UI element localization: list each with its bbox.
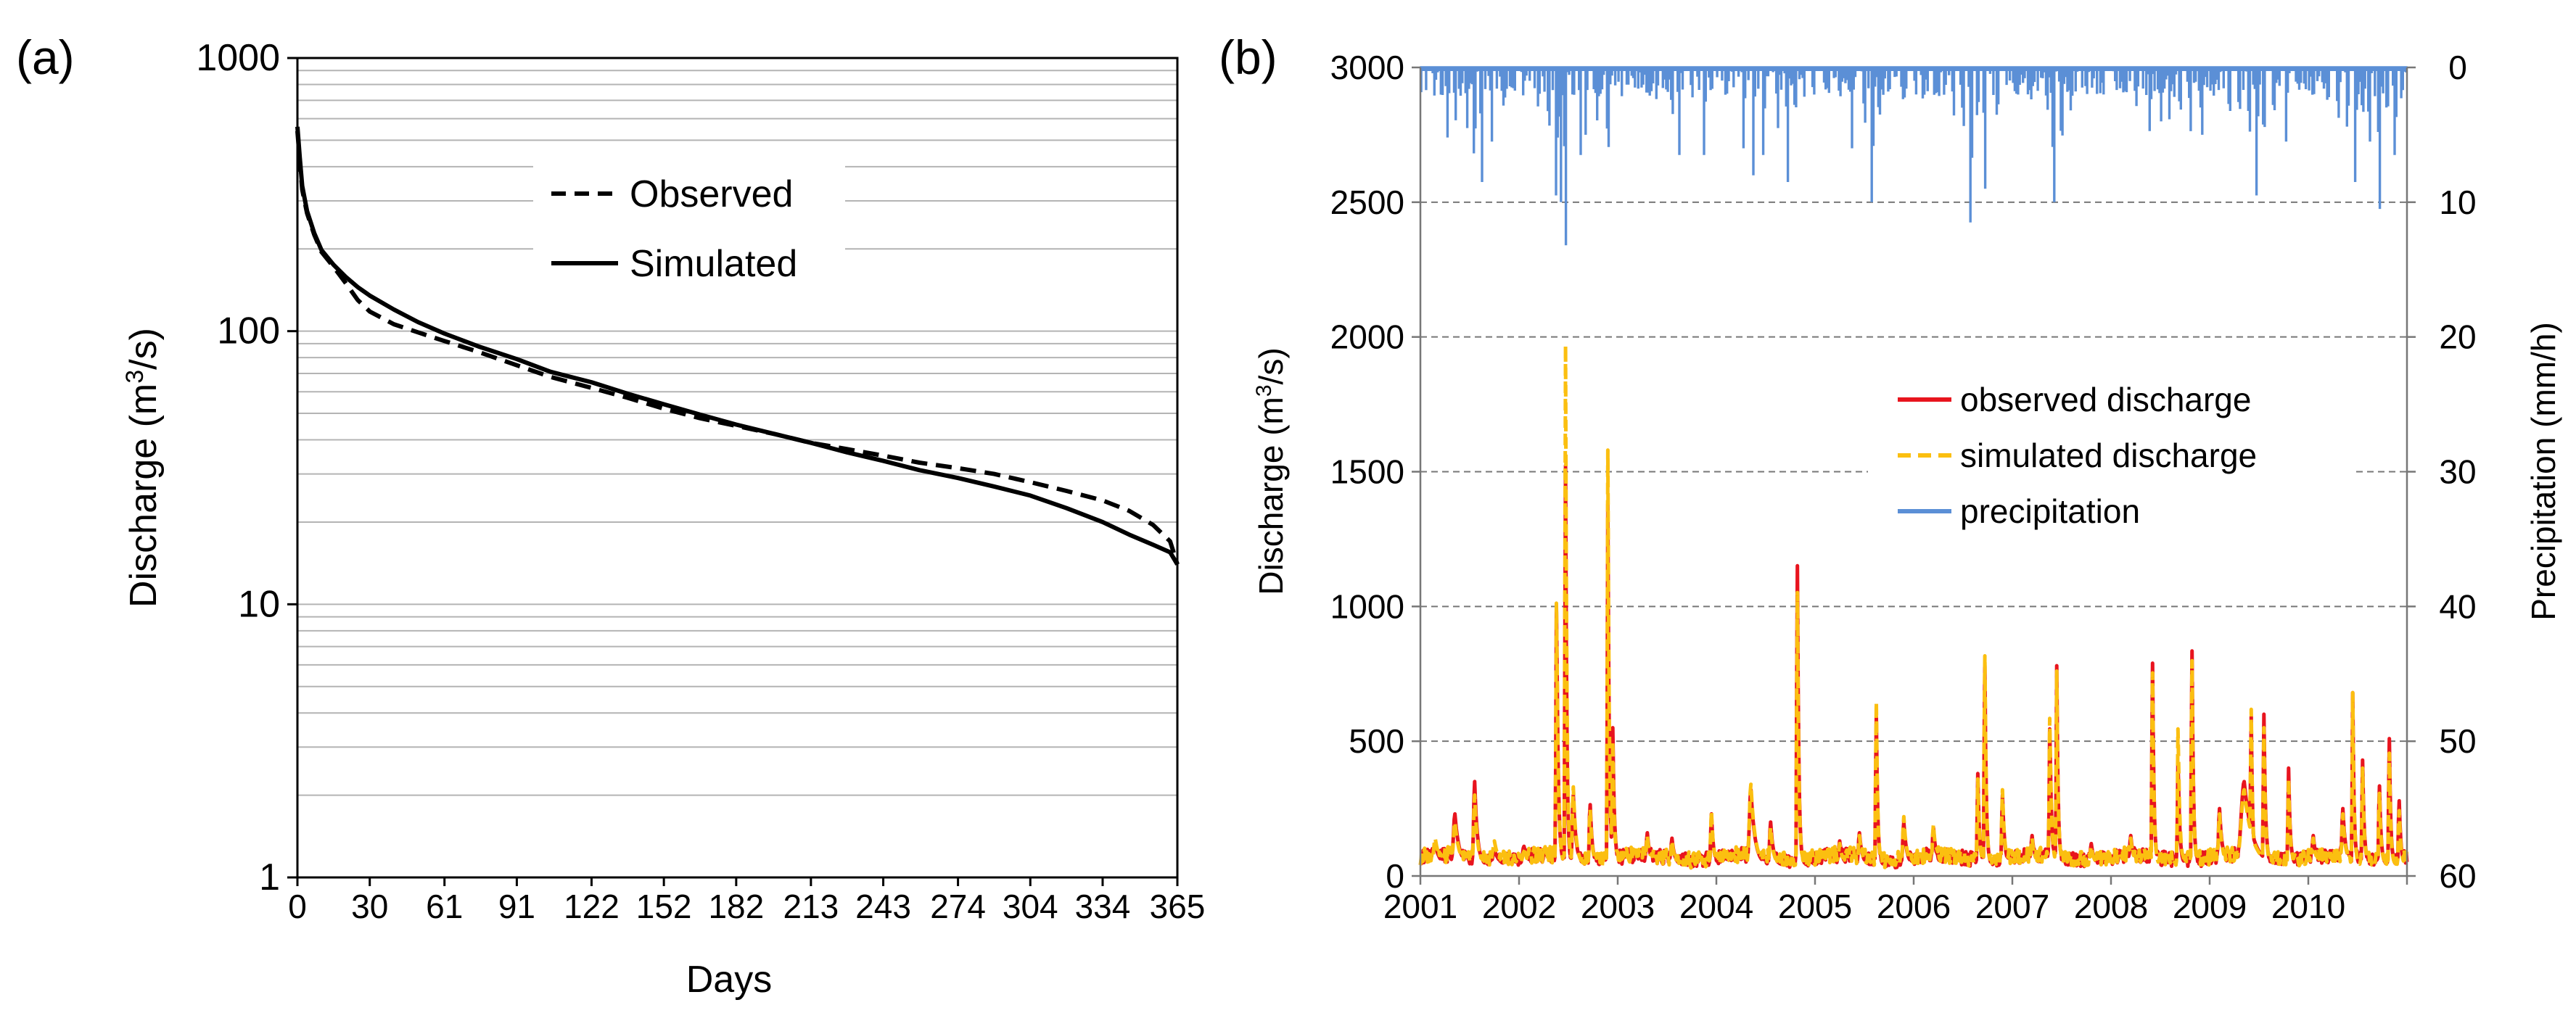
panel-b-y-tick-label: 1500 <box>1330 453 1404 491</box>
panel-b-y-tick-label: 2000 <box>1330 318 1404 356</box>
panel-a-x-tick-label: 365 <box>1150 888 1206 925</box>
panel-b-label: (b) <box>1219 30 1277 84</box>
panel-a-x-axis-title: Days <box>686 959 772 1001</box>
panel-b-x-tick-label: 2010 <box>2271 888 2345 925</box>
precipitation-bar-series <box>1420 66 2408 246</box>
panel-a-legend-box <box>533 163 845 297</box>
legend-label-observed: Observed <box>630 173 793 215</box>
panel-b-x-tick-label: 2005 <box>1778 888 1852 925</box>
panel-b-y-right-tick-label: 0 <box>2448 49 2467 86</box>
panel-b-y-right-tick-label: 40 <box>2439 587 2476 625</box>
panel-a-x-tick-label: 61 <box>426 888 463 925</box>
legend-label-simulated-discharge: simulated discharge <box>1960 437 2257 474</box>
legend-label-precipitation: precipitation <box>1960 492 2140 530</box>
panel-a-x-tick-label: 243 <box>855 888 911 925</box>
panel-a: (a) 1 10 100 1000 0 30 61 91 122 152 182 213 243 274… <box>16 30 1205 1001</box>
panel-b-left-y-ticks: 0 500 1000 1500 2000 2500 3000 <box>1330 49 1420 895</box>
panel-a-y-tick-label: 1000 <box>196 37 280 79</box>
panel-a-y-tick-label: 1 <box>259 856 280 898</box>
panel-a-x-tick-label: 213 <box>783 888 839 925</box>
panel-b-x-ticks: 2001 2002 2003 2004 2005 2006 2007 2008 2009 2010 <box>1383 876 2408 925</box>
panel-a-x-tick-label: 0 <box>288 888 307 925</box>
panel-b-right-y-ticks: 0 10 20 30 40 50 60 <box>2407 49 2477 895</box>
panel-b-x-tick-label: 2007 <box>1975 888 2049 925</box>
panel-a-x-ticks: 0 30 61 91 122 152 182 213 243 274 304 334 365 <box>288 877 1205 925</box>
panel-a-x-tick-label: 91 <box>498 888 535 925</box>
panel-a-x-tick-label: 274 <box>930 888 986 925</box>
series-line-simulated-discharge <box>1418 343 2409 870</box>
panel-a-y-tick-label: 100 <box>217 310 280 352</box>
precipitation-baseline <box>1420 67 2407 71</box>
precipitation-bars <box>1420 66 2408 246</box>
panel-b: (b) 0 500 1000 1500 2000 2500 3000 0 10 20 30 40 50… <box>1219 30 2562 925</box>
panel-b-y-right-tick-label: 30 <box>2439 453 2476 491</box>
panel-b-x-tick-label: 2001 <box>1383 888 1457 925</box>
panel-b-y-tick-label: 2500 <box>1330 183 1404 221</box>
panel-b-y-tick-label: 0 <box>1386 857 1404 895</box>
panel-a-x-tick-label: 334 <box>1075 888 1131 925</box>
panel-a-x-tick-label: 304 <box>1003 888 1058 925</box>
panel-a-x-tick-label: 122 <box>564 888 620 925</box>
panel-b-y-right-tick-label: 10 <box>2439 183 2476 221</box>
legend-label-simulated: Simulated <box>630 243 797 285</box>
panel-a-series <box>295 126 1180 566</box>
legend-label-observed-discharge: observed discharge <box>1960 381 2251 418</box>
panel-a-y-tick-label: 10 <box>238 583 280 625</box>
panel-a-x-tick-label: 152 <box>636 888 692 925</box>
panel-b-x-tick-label: 2004 <box>1679 888 1753 925</box>
panel-a-x-tick-label: 30 <box>351 888 388 925</box>
panel-b-x-tick-label: 2006 <box>1877 888 1951 925</box>
panel-b-y-tick-label: 1000 <box>1330 587 1404 625</box>
panel-a-plot-border <box>296 57 1179 879</box>
panel-a-y-axis-title: Discharge (m3/s) <box>121 328 165 608</box>
panel-b-x-tick-label: 2003 <box>1581 888 1655 925</box>
panel-b-x-tick-label: 2009 <box>2173 888 2247 925</box>
panel-a-y-ticks: 1 10 100 1000 <box>196 37 297 898</box>
panel-b-y-right-tick-label: 20 <box>2439 318 2476 356</box>
panel-a-label: (a) <box>16 30 75 84</box>
panel-b-x-tick-label: 2008 <box>2074 888 2148 925</box>
panel-b-x-tick-label: 2002 <box>1482 888 1556 925</box>
panel-a-legend: Observed Simulated <box>533 163 845 297</box>
panel-b-y-right-axis-title: Precipitation (mm/h) <box>2524 322 2562 621</box>
panel-b-legend: observed discharge simulated discharge p… <box>1868 370 2354 547</box>
panel-b-y-tick-label: 3000 <box>1330 49 1404 86</box>
panel-b-y-tick-label: 500 <box>1349 722 1404 760</box>
panel-b-y-right-tick-label: 50 <box>2439 722 2476 760</box>
series-line-simulated <box>295 126 1180 566</box>
panel-b-series <box>1418 343 2409 870</box>
panel-b-y-right-tick-label: 60 <box>2439 857 2476 895</box>
panel-a-x-tick-label: 182 <box>708 888 764 925</box>
panel-b-y-axis-title: Discharge (m3/s) <box>1252 347 1290 595</box>
